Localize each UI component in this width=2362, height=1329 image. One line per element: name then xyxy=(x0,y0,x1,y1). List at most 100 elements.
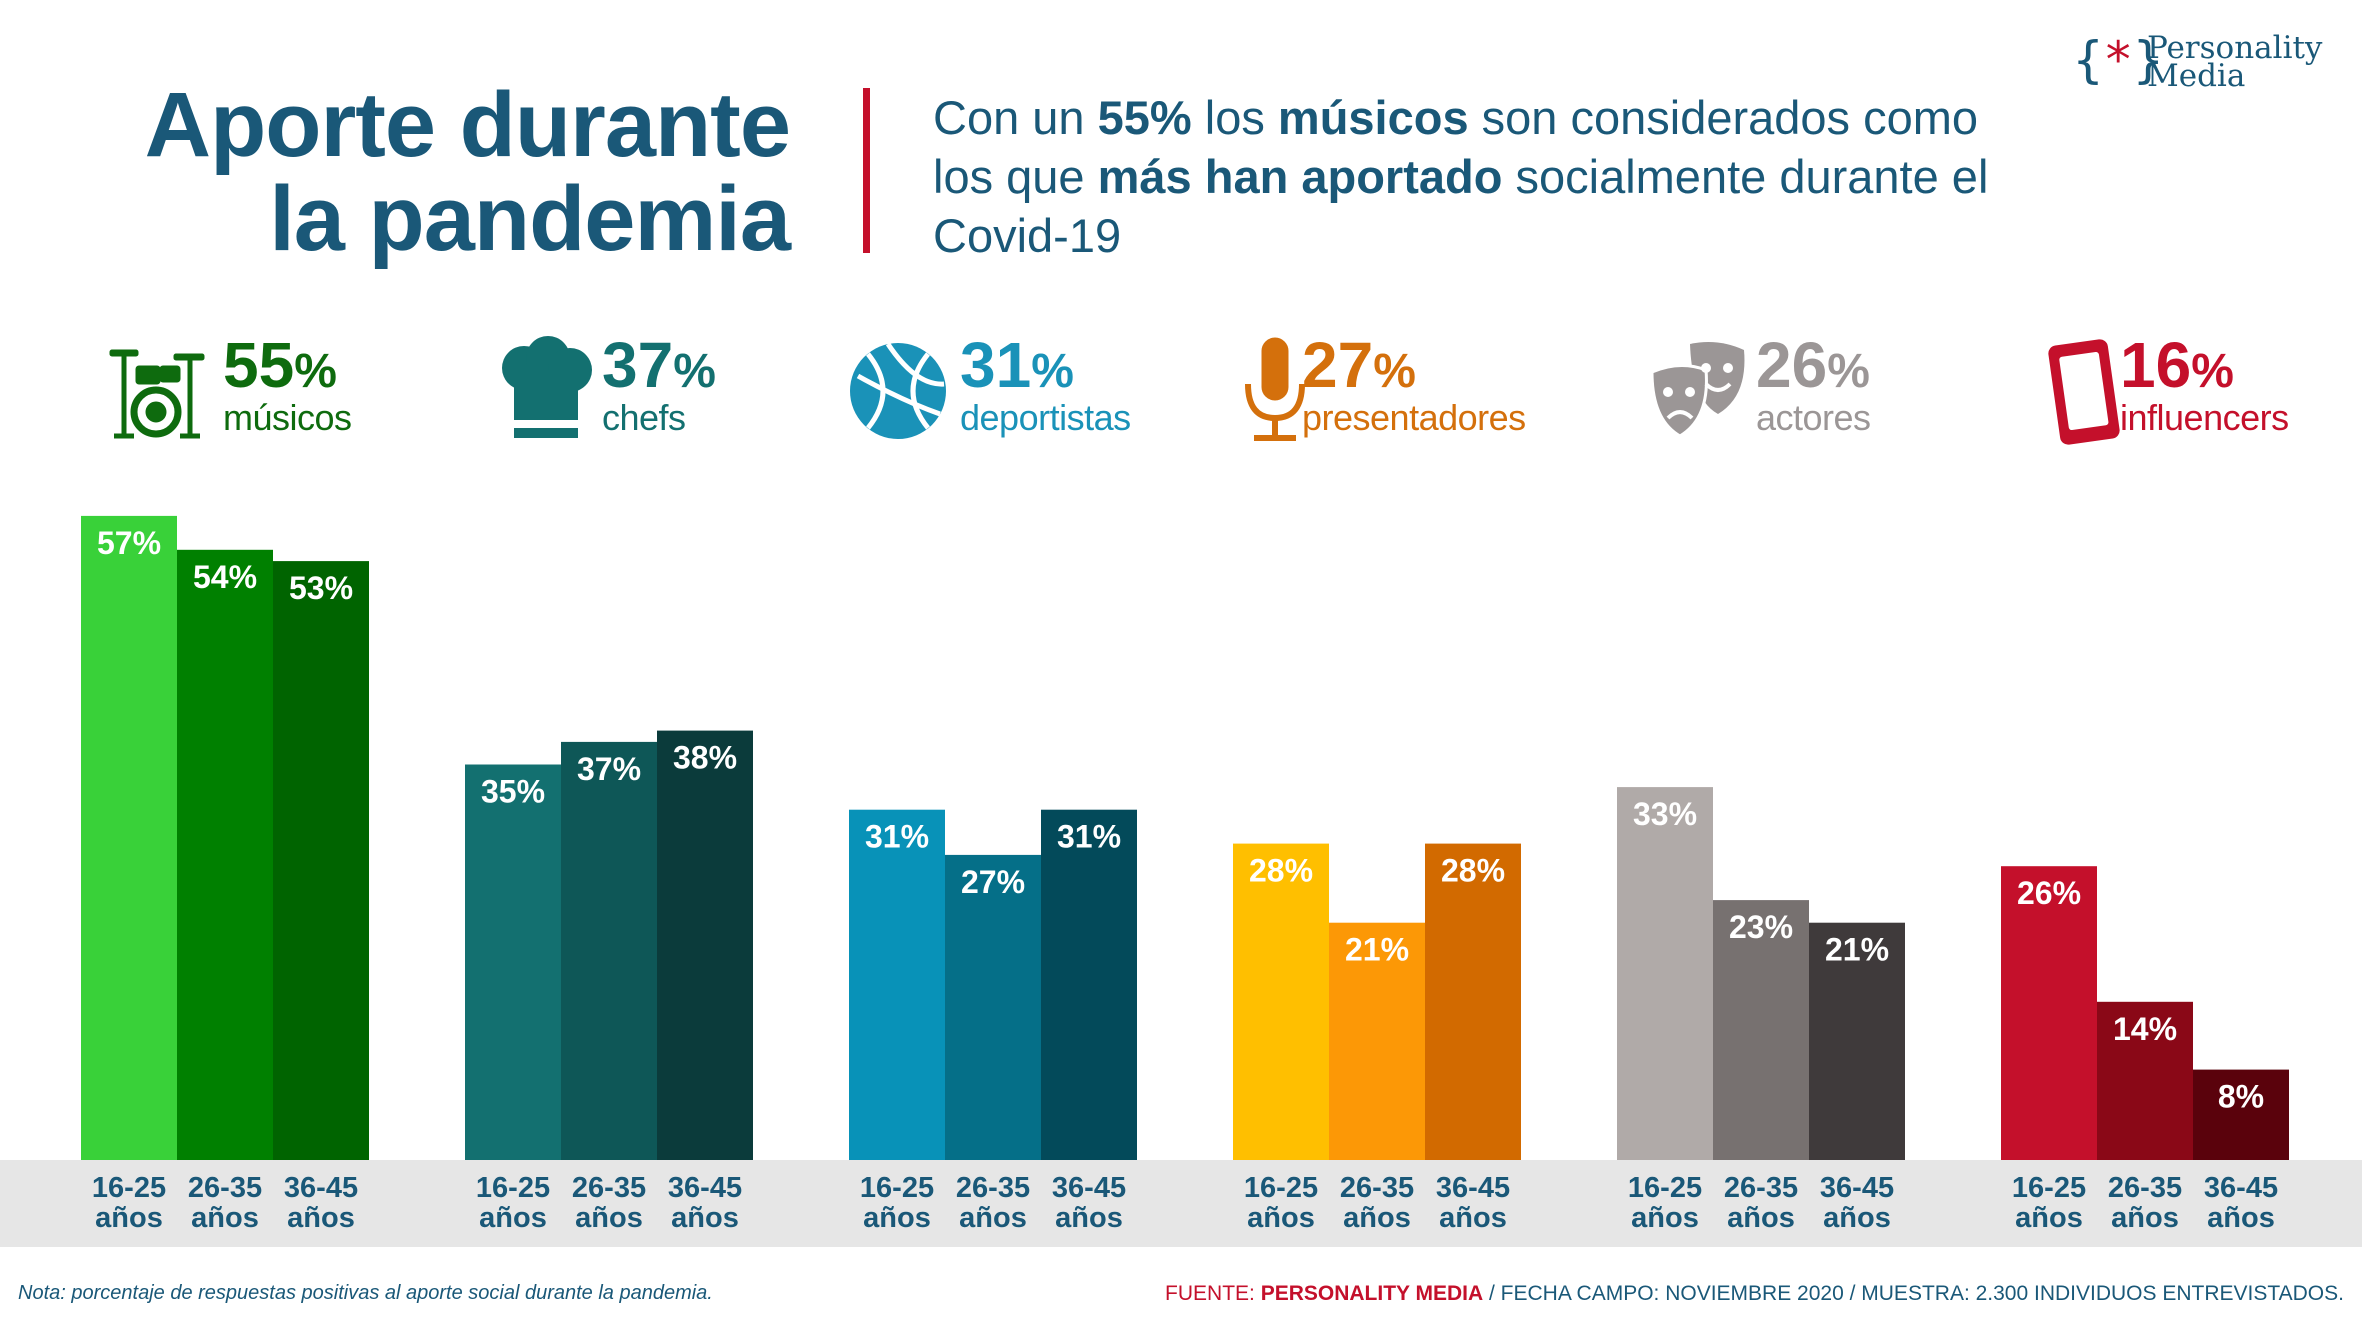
data-label: 27% xyxy=(961,864,1025,900)
x-tick-label: años xyxy=(1823,1202,1891,1234)
x-axis-band xyxy=(0,1160,2362,1247)
data-label: 35% xyxy=(481,774,545,810)
category-percent: 16% xyxy=(2120,329,2234,401)
category-label: actores xyxy=(1756,397,1871,438)
x-tick-label: 26-35 xyxy=(2108,1172,2182,1204)
bar xyxy=(1713,900,1809,1160)
bar xyxy=(177,549,273,1160)
bar xyxy=(1425,843,1521,1160)
category-label: presentadores xyxy=(1302,397,1526,438)
data-label: 8% xyxy=(2218,1079,2264,1115)
category-percent: 37% xyxy=(602,329,716,401)
subtitle-text: socialmente durante el Covid-19 xyxy=(933,150,1989,262)
x-tick-label: años xyxy=(479,1202,547,1234)
bar xyxy=(1617,787,1713,1160)
x-tick-label: años xyxy=(2207,1202,2275,1234)
x-tick-label: años xyxy=(95,1202,163,1234)
x-tick-label: 36-45 xyxy=(1820,1172,1894,1204)
x-tick-label: 36-45 xyxy=(668,1172,742,1204)
bar xyxy=(1809,922,1905,1160)
data-label: 26% xyxy=(2017,875,2081,911)
subtitle: Con un 55% los músicos son considerados … xyxy=(933,88,2033,265)
bar xyxy=(2001,866,2097,1160)
x-tick-label: 26-35 xyxy=(188,1172,262,1204)
data-label: 57% xyxy=(97,525,161,561)
x-tick-label: 36-45 xyxy=(1052,1172,1126,1204)
theater-masks-icon xyxy=(1650,342,1745,438)
subtitle-text: los xyxy=(1191,91,1278,144)
title-line-2: la pandemia xyxy=(269,168,791,270)
category-percent: 26% xyxy=(1756,329,1870,401)
bar xyxy=(657,730,753,1160)
x-tick-label: años xyxy=(2111,1202,2179,1234)
x-tick-label: 36-45 xyxy=(1436,1172,1510,1204)
data-label: 31% xyxy=(865,819,929,855)
category-percent: 55% xyxy=(223,329,337,401)
x-tick-label: años xyxy=(1631,1202,1699,1234)
data-label: 38% xyxy=(673,740,737,776)
category-percent: 27% xyxy=(1302,329,1416,401)
x-tick-label: años xyxy=(191,1202,259,1234)
source-credit: FUENTE: PERSONALITY MEDIA / FECHA CAMPO:… xyxy=(1165,1282,2344,1305)
basketball-icon xyxy=(850,342,946,439)
data-label: 28% xyxy=(1249,853,1313,889)
smartphone-icon xyxy=(2048,339,2120,445)
logo-symbol: {*} xyxy=(2073,31,2164,89)
x-tick-label: años xyxy=(1727,1202,1795,1234)
subtitle-highlight: 55% xyxy=(1097,91,1192,144)
x-tick-label: 16-25 xyxy=(92,1172,166,1204)
title-line-1: Aporte durante xyxy=(144,74,791,176)
x-tick-label: 16-25 xyxy=(476,1172,550,1204)
category-label: deportistas xyxy=(960,397,1131,438)
title-divider xyxy=(863,88,870,253)
bar xyxy=(1233,843,1329,1160)
x-tick-label: años xyxy=(1055,1202,1123,1234)
x-tick-label: 26-35 xyxy=(572,1172,646,1204)
x-tick-label: 16-25 xyxy=(1244,1172,1318,1204)
data-label: 37% xyxy=(577,751,641,787)
data-label: 23% xyxy=(1729,909,1793,945)
chef-hat-icon xyxy=(502,336,592,438)
data-label: 53% xyxy=(289,570,353,606)
bar xyxy=(81,515,177,1160)
subtitle-text: Con un xyxy=(933,91,1098,144)
x-tick-label: años xyxy=(1343,1202,1411,1234)
data-label: 28% xyxy=(1441,853,1505,889)
logo-name: Personality Media xyxy=(2147,30,2323,94)
x-tick-label: años xyxy=(1439,1202,1507,1234)
bar xyxy=(1329,922,1425,1160)
data-label: 33% xyxy=(1633,796,1697,832)
bar xyxy=(1041,809,1137,1160)
bar xyxy=(2193,1069,2289,1160)
bar xyxy=(465,764,561,1160)
data-label: 31% xyxy=(1057,819,1121,855)
x-tick-label: 26-35 xyxy=(1724,1172,1798,1204)
data-label: 21% xyxy=(1345,932,1409,968)
bar xyxy=(2097,1001,2193,1160)
bar xyxy=(273,561,369,1160)
category-label: influencers xyxy=(2120,397,2289,438)
drum-kit-icon xyxy=(109,349,205,439)
bar xyxy=(945,854,1041,1160)
x-tick-label: años xyxy=(959,1202,1027,1234)
data-label: 14% xyxy=(2113,1011,2177,1047)
subtitle-highlight: más han aportado xyxy=(1097,150,1503,203)
bar xyxy=(849,809,945,1160)
microphone-icon xyxy=(1245,337,1305,441)
x-tick-label: años xyxy=(2015,1202,2083,1234)
x-tick-label: años xyxy=(1247,1202,1315,1234)
x-tick-label: años xyxy=(287,1202,355,1234)
x-tick-label: 36-45 xyxy=(2204,1172,2278,1204)
bar xyxy=(561,741,657,1160)
data-label: 54% xyxy=(193,559,257,595)
x-tick-label: 16-25 xyxy=(860,1172,934,1204)
subtitle-highlight: músicos xyxy=(1277,91,1469,144)
x-tick-label: 26-35 xyxy=(1340,1172,1414,1204)
category-percent: 31% xyxy=(960,329,1074,401)
data-label: 21% xyxy=(1825,932,1889,968)
x-tick-label: 16-25 xyxy=(2012,1172,2086,1204)
x-tick-label: 26-35 xyxy=(956,1172,1030,1204)
footnote: Nota: porcentaje de respuestas positivas… xyxy=(18,1282,713,1304)
x-tick-label: años xyxy=(671,1202,739,1234)
